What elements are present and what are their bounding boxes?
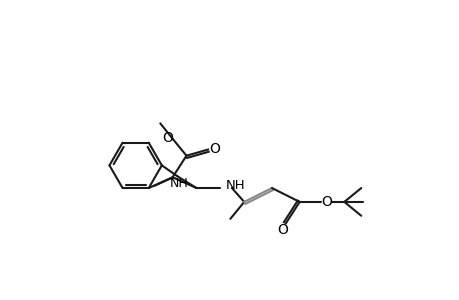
Text: NH: NH	[169, 177, 188, 190]
Text: O: O	[320, 195, 331, 209]
Text: NH: NH	[225, 179, 245, 192]
Text: O: O	[162, 131, 172, 145]
Text: O: O	[277, 223, 287, 237]
Text: O: O	[208, 142, 219, 156]
